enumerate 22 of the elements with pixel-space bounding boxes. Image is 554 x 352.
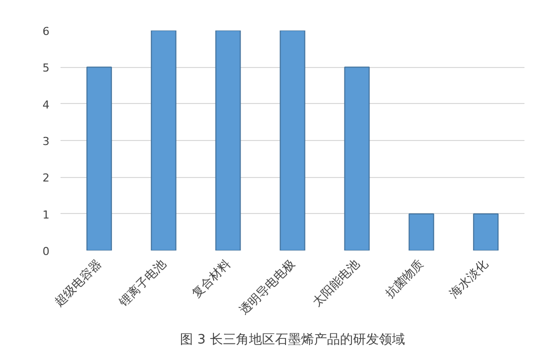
bar	[408, 213, 434, 250]
x-tick-label: 锂离子电池	[116, 256, 169, 310]
bar	[86, 66, 112, 250]
x-tick-label: 透明导电电极	[236, 256, 298, 318]
y-tick-label: 3	[42, 135, 50, 148]
bar	[150, 30, 176, 250]
bar	[344, 66, 370, 250]
bar	[473, 213, 499, 250]
y-tick-label: 5	[42, 62, 50, 75]
x-tick-label: 抗菌物质	[382, 256, 426, 300]
y-tick-label: 0	[42, 245, 50, 258]
x-tick-label: 太阳能电池	[310, 256, 362, 309]
y-tick-label: 1	[42, 208, 50, 222]
y-tick-label: 4	[42, 98, 50, 112]
x-tick-label: 复合材料	[189, 256, 234, 300]
y-tick-label: 2	[42, 172, 50, 185]
bar	[280, 30, 306, 250]
x-tick-label: 超级电容器	[52, 256, 104, 309]
y-tick-label: 6	[42, 25, 50, 38]
x-tick-label: 海水淡化	[446, 256, 491, 300]
text: 图 3 长三角地区石墨烯产品的研发领域	[180, 332, 405, 348]
bar	[215, 30, 241, 250]
